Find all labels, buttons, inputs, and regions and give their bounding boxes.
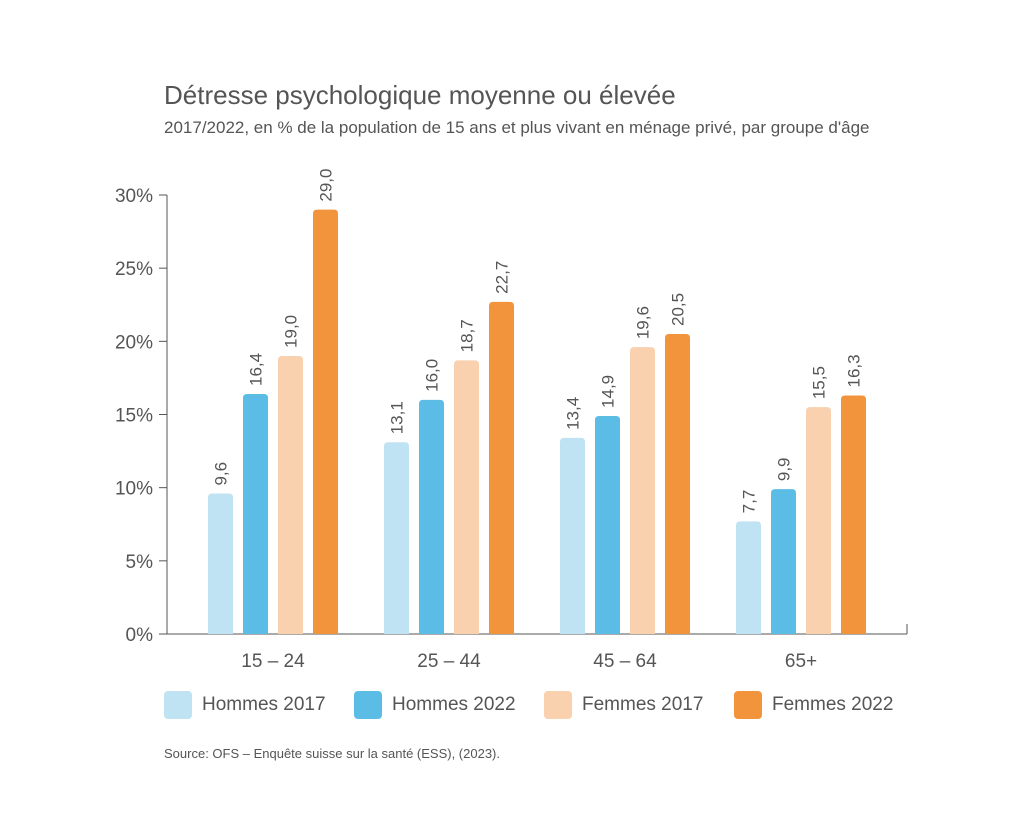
bar-value-label: 13,1 <box>388 401 407 434</box>
y-tick-label: 30% <box>115 186 153 207</box>
x-tick-label: 15 – 24 <box>241 651 305 672</box>
x-tick-label: 65+ <box>785 651 817 672</box>
y-tick-label: 15% <box>115 406 153 427</box>
bar-value-label: 16,0 <box>423 359 442 392</box>
bar-value-label: 7,7 <box>740 490 759 514</box>
legend-swatch <box>734 691 762 719</box>
bar-value-label: 16,3 <box>845 354 864 387</box>
bar-value-label: 9,9 <box>775 457 794 481</box>
chart-subtitle: 2017/2022, en % de la population de 15 a… <box>164 118 870 137</box>
bar-value-label: 19,0 <box>282 315 301 348</box>
bar <box>454 360 479 634</box>
bar-value-label: 15,5 <box>810 366 829 399</box>
bar-value-label: 22,7 <box>493 261 512 294</box>
legend-label: Femmes 2022 <box>772 694 894 715</box>
bar-value-label: 16,4 <box>247 353 266 386</box>
y-tick-label: 5% <box>126 552 154 573</box>
bar <box>806 407 831 634</box>
legend-swatch <box>354 691 382 719</box>
legend-label: Femmes 2017 <box>582 694 704 715</box>
y-tick-label: 0% <box>126 625 154 646</box>
bar-value-label: 18,7 <box>458 319 477 352</box>
legend-label: Hommes 2022 <box>392 694 516 715</box>
bar <box>384 442 409 634</box>
source-note: Source: OFS – Enquête suisse sur la sant… <box>164 746 500 761</box>
bar-value-label: 29,0 <box>317 169 336 202</box>
x-tick-label: 45 – 64 <box>593 651 657 672</box>
bar-value-label: 19,6 <box>634 306 653 339</box>
bar <box>736 521 761 634</box>
bar <box>630 347 655 634</box>
bar <box>771 489 796 634</box>
chart-title: Détresse psychologique moyenne ou élevée <box>164 80 676 110</box>
legend-label: Hommes 2017 <box>202 694 326 715</box>
bar <box>278 355 303 634</box>
bar <box>208 493 233 634</box>
bar <box>489 301 514 634</box>
x-tick-label: 25 – 44 <box>417 651 481 672</box>
y-tick-label: 20% <box>115 332 153 353</box>
bar <box>313 209 338 634</box>
bar <box>560 437 585 634</box>
bar-value-label: 20,5 <box>669 293 688 326</box>
bar <box>243 394 268 634</box>
bar <box>665 334 690 634</box>
bar-value-label: 14,9 <box>599 375 618 408</box>
bar-value-label: 13,4 <box>564 397 583 430</box>
bar <box>595 415 620 634</box>
legend-swatch <box>164 691 192 719</box>
bar-value-label: 9,6 <box>212 462 231 486</box>
y-tick-label: 25% <box>115 259 153 280</box>
legend-swatch <box>544 691 572 719</box>
y-tick-label: 10% <box>115 479 153 500</box>
bar <box>419 399 444 634</box>
bar <box>841 395 866 634</box>
